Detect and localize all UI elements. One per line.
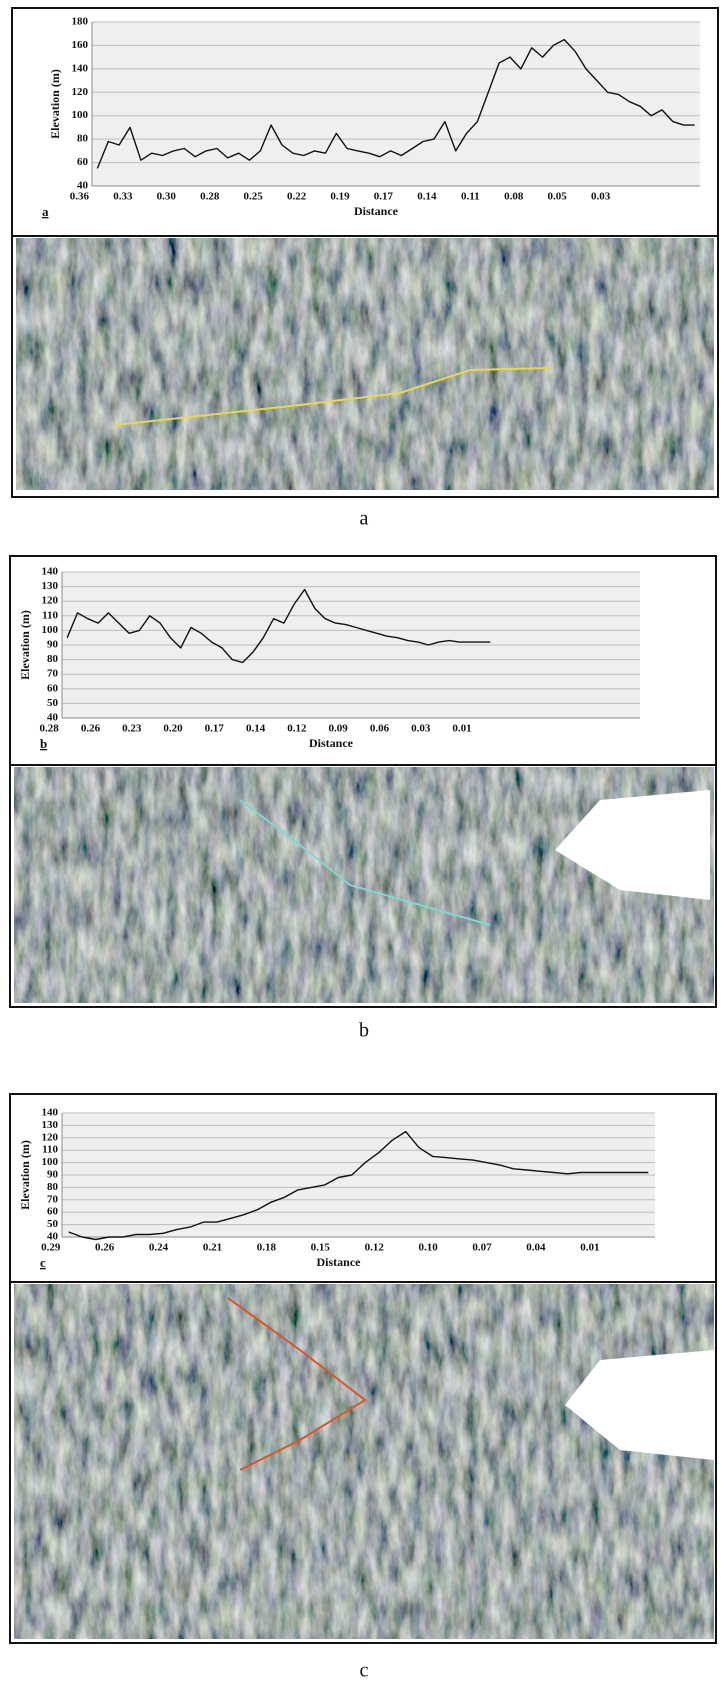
y-tick-label: 70 <box>47 1193 59 1205</box>
x-tick-label: 0.17 <box>374 191 394 203</box>
x-tick-label: 0.33 <box>113 191 133 203</box>
x-tick-label: 0.23 <box>122 723 142 735</box>
x-tick-label: 0.36 <box>70 191 90 203</box>
x-tick-label: 0.24 <box>149 1242 169 1254</box>
y-tick-label: 120 <box>72 86 89 98</box>
x-tick-label: 0.14 <box>417 191 437 203</box>
figure-caption: a <box>360 508 369 530</box>
y-tick-label: 140 <box>42 566 59 578</box>
x-tick-label: 0.26 <box>81 723 101 735</box>
y-tick-label: 40 <box>47 1231 59 1243</box>
white-area <box>555 790 710 900</box>
y-axis-title: Elevation (m) <box>48 69 62 139</box>
panel-label: a <box>42 204 49 219</box>
y-tick-label: 140 <box>42 1107 59 1119</box>
y-tick-label: 140 <box>72 62 89 74</box>
x-tick-label: 0.05 <box>548 191 568 203</box>
white-area <box>565 1350 714 1460</box>
x-tick-label: 0.20 <box>163 723 183 735</box>
x-tick-label: 0.21 <box>203 1242 222 1254</box>
satellite-texture <box>14 1284 714 1639</box>
x-tick-label: 0.08 <box>504 191 524 203</box>
y-tick-label: 60 <box>47 682 59 694</box>
y-tick-label: 180 <box>72 16 89 28</box>
x-tick-label: 0.28 <box>200 191 220 203</box>
y-tick-label: 70 <box>47 668 59 680</box>
x-tick-label: 0.30 <box>157 191 177 203</box>
elevation-line <box>96 38 695 169</box>
y-tick-label: 90 <box>47 1169 59 1181</box>
y-tick-label: 40 <box>47 712 59 724</box>
panel-label: b <box>40 736 47 751</box>
x-tick-label: 0.29 <box>41 1242 61 1254</box>
y-tick-label: 120 <box>42 1131 59 1143</box>
y-axis-title: Elevation (m) <box>18 610 32 680</box>
y-tick-label: 100 <box>72 109 89 121</box>
y-tick-label: 60 <box>47 1206 59 1218</box>
profile-path <box>227 1297 367 1471</box>
x-tick-label: 0.12 <box>365 1242 385 1254</box>
elevation-line <box>68 1130 649 1241</box>
x-tick-label: 0.18 <box>257 1242 277 1254</box>
x-axis-title: Distance <box>354 204 399 218</box>
x-tick-label: 0.01 <box>452 723 471 735</box>
x-tick-label: 0.10 <box>418 1242 438 1254</box>
y-tick-label: 90 <box>47 639 59 651</box>
x-tick-label: 0.14 <box>246 723 266 735</box>
x-axis-title: Distance <box>309 736 354 750</box>
x-tick-label: 0.25 <box>244 191 264 203</box>
figure-caption: b <box>359 1020 369 1042</box>
x-tick-label: 0.09 <box>329 723 349 735</box>
x-tick-label: 0.03 <box>591 191 611 203</box>
x-tick-label: 0.11 <box>461 191 480 203</box>
elevation-line <box>66 588 491 664</box>
x-tick-label: 0.07 <box>472 1242 492 1254</box>
y-tick-label: 160 <box>72 39 89 51</box>
satellite-texture <box>16 238 714 490</box>
y-tick-label: 120 <box>42 595 59 607</box>
x-tick-label: 0.26 <box>95 1242 115 1254</box>
x-axis-title: Distance <box>317 1255 362 1269</box>
y-tick-label: 110 <box>42 1144 58 1156</box>
x-tick-label: 0.28 <box>40 723 60 735</box>
y-tick-label: 50 <box>47 1218 59 1230</box>
y-tick-label: 50 <box>47 697 59 709</box>
y-tick-label: 100 <box>42 1156 59 1168</box>
x-tick-label: 0.01 <box>580 1242 599 1254</box>
y-tick-label: 130 <box>42 1119 59 1131</box>
profile-path <box>114 367 551 426</box>
y-tick-label: 60 <box>77 156 89 168</box>
y-axis-title: Elevation (m) <box>18 1140 32 1210</box>
plot-area <box>92 22 700 186</box>
panel-label: c <box>40 1255 46 1270</box>
y-tick-label: 80 <box>77 133 89 145</box>
profile-path <box>239 799 491 926</box>
x-tick-label: 0.15 <box>311 1242 331 1254</box>
y-tick-label: 130 <box>42 580 59 592</box>
y-tick-label: 80 <box>47 653 59 665</box>
x-tick-label: 0.22 <box>287 191 307 203</box>
x-tick-label: 0.12 <box>287 723 307 735</box>
x-tick-label: 0.04 <box>526 1242 546 1254</box>
figure-caption: c <box>360 1660 369 1682</box>
y-tick-label: 80 <box>47 1181 59 1193</box>
x-tick-label: 0.06 <box>370 723 390 735</box>
y-tick-label: 40 <box>77 180 89 192</box>
x-tick-label: 0.19 <box>330 191 350 203</box>
x-tick-label: 0.17 <box>205 723 225 735</box>
y-tick-label: 110 <box>42 609 58 621</box>
y-tick-label: 100 <box>42 624 59 636</box>
x-tick-label: 0.03 <box>411 723 431 735</box>
